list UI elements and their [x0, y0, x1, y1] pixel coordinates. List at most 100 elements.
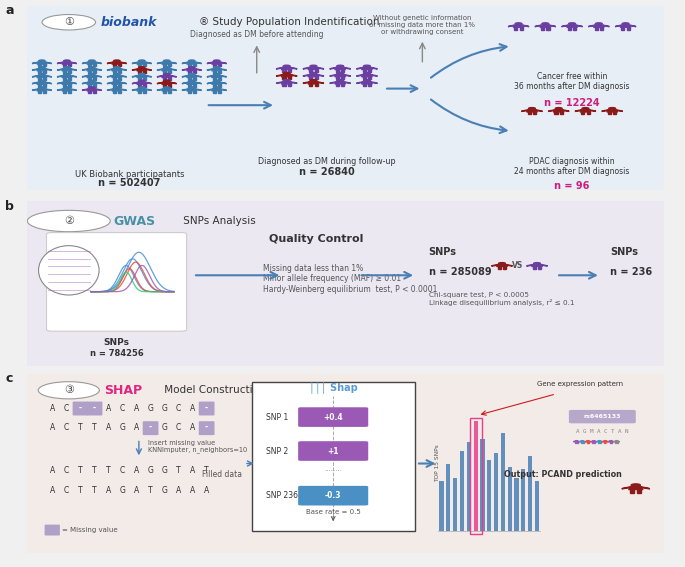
Circle shape: [64, 60, 70, 62]
FancyBboxPatch shape: [199, 401, 214, 416]
Polygon shape: [71, 82, 77, 84]
Polygon shape: [608, 112, 611, 115]
Polygon shape: [82, 69, 88, 70]
Circle shape: [114, 60, 120, 62]
Text: A: A: [190, 466, 195, 475]
Polygon shape: [535, 25, 541, 27]
Polygon shape: [63, 84, 66, 87]
Polygon shape: [162, 75, 172, 78]
Polygon shape: [71, 89, 77, 90]
Polygon shape: [532, 265, 543, 266]
Polygon shape: [575, 441, 578, 442]
Polygon shape: [345, 75, 351, 76]
Circle shape: [88, 73, 95, 75]
Circle shape: [188, 73, 195, 75]
Polygon shape: [527, 265, 533, 266]
Polygon shape: [318, 75, 324, 76]
Circle shape: [138, 80, 145, 82]
Polygon shape: [533, 266, 536, 269]
Polygon shape: [157, 62, 163, 64]
Polygon shape: [595, 27, 598, 29]
Polygon shape: [607, 110, 618, 112]
Text: G: G: [120, 486, 125, 495]
Polygon shape: [335, 67, 345, 70]
Polygon shape: [498, 266, 501, 269]
Polygon shape: [163, 91, 166, 94]
Polygon shape: [113, 64, 116, 66]
Polygon shape: [96, 75, 101, 77]
Text: Model Construction: Model Construction: [161, 386, 266, 395]
Polygon shape: [113, 71, 116, 73]
Polygon shape: [314, 70, 318, 72]
Polygon shape: [143, 64, 146, 66]
Polygon shape: [523, 25, 529, 27]
Polygon shape: [212, 89, 222, 91]
Polygon shape: [138, 78, 140, 80]
Polygon shape: [63, 78, 66, 80]
Polygon shape: [32, 89, 38, 90]
Polygon shape: [563, 110, 569, 112]
Polygon shape: [57, 69, 63, 70]
Polygon shape: [291, 82, 297, 83]
Circle shape: [595, 23, 602, 25]
Polygon shape: [308, 82, 319, 84]
Text: -0.3: -0.3: [325, 491, 341, 500]
Polygon shape: [212, 82, 222, 84]
Polygon shape: [62, 89, 72, 91]
Polygon shape: [182, 69, 188, 70]
Circle shape: [214, 73, 220, 75]
Polygon shape: [581, 441, 584, 442]
Polygon shape: [38, 71, 41, 73]
Polygon shape: [137, 75, 147, 78]
Polygon shape: [146, 69, 151, 70]
Polygon shape: [137, 82, 147, 84]
Text: A: A: [106, 486, 111, 495]
Polygon shape: [113, 78, 116, 80]
Circle shape: [188, 80, 195, 82]
Polygon shape: [163, 64, 166, 66]
Polygon shape: [193, 64, 196, 66]
Polygon shape: [527, 112, 531, 115]
Polygon shape: [57, 82, 63, 84]
Text: Diagnosed as DM before attending: Diagnosed as DM before attending: [190, 30, 323, 39]
Circle shape: [38, 382, 99, 399]
Polygon shape: [168, 84, 171, 87]
Polygon shape: [276, 82, 282, 83]
Text: Output: PCAND prediction: Output: PCAND prediction: [503, 469, 621, 479]
Text: SHAP: SHAP: [104, 384, 142, 397]
Text: T: T: [78, 486, 83, 495]
Text: T: T: [148, 486, 153, 495]
Polygon shape: [282, 84, 286, 87]
Polygon shape: [282, 77, 286, 79]
Circle shape: [556, 108, 562, 109]
Text: Chi-square test, P < 0.0005
Linkage disequilibrium analysis, r² ≤ 0.1: Chi-square test, P < 0.0005 Linkage dise…: [429, 291, 574, 306]
Polygon shape: [207, 89, 213, 90]
Polygon shape: [303, 75, 309, 76]
Polygon shape: [212, 62, 222, 64]
Polygon shape: [282, 82, 292, 84]
Polygon shape: [581, 442, 582, 443]
Polygon shape: [335, 75, 345, 77]
Polygon shape: [93, 78, 96, 80]
Polygon shape: [580, 110, 590, 112]
Polygon shape: [71, 69, 77, 70]
Polygon shape: [356, 75, 363, 76]
FancyBboxPatch shape: [569, 410, 636, 424]
Text: T: T: [92, 424, 97, 432]
FancyBboxPatch shape: [45, 524, 60, 535]
Text: -: -: [79, 404, 82, 413]
Polygon shape: [32, 62, 38, 64]
Text: A: A: [204, 486, 209, 495]
Text: A: A: [50, 466, 55, 475]
Text: +1: +1: [327, 447, 339, 455]
Polygon shape: [121, 69, 127, 70]
Polygon shape: [341, 84, 345, 87]
Polygon shape: [118, 71, 121, 73]
Polygon shape: [291, 67, 297, 69]
Polygon shape: [112, 69, 122, 71]
Polygon shape: [82, 75, 88, 77]
Polygon shape: [187, 75, 197, 78]
Text: SNPs: SNPs: [429, 247, 457, 257]
Polygon shape: [93, 91, 96, 94]
Text: PDAC diagnosis within
24 months after DM diagnosis: PDAC diagnosis within 24 months after DM…: [514, 156, 630, 176]
